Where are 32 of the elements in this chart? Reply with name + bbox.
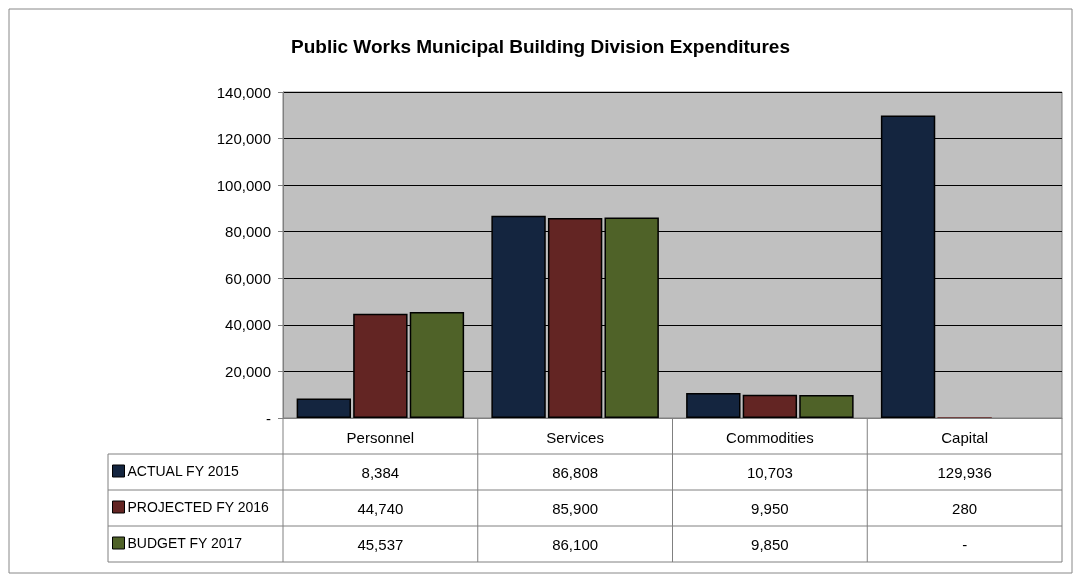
legend-label: PROJECTED FY 2016 xyxy=(127,499,270,515)
data-label: 8,384 xyxy=(361,463,400,481)
data-label: 129,936 xyxy=(937,463,992,481)
data-label: 85,900 xyxy=(552,499,599,517)
text: - xyxy=(962,535,968,553)
y-tick-label: 40,000 xyxy=(225,316,271,334)
data-label: 10,703 xyxy=(746,463,793,481)
x-tick-label: Capital xyxy=(941,429,988,446)
x-tick-label: Services xyxy=(546,429,604,446)
data-label: 45,537 xyxy=(357,535,404,553)
y-tick-label: 60,000 xyxy=(225,269,271,287)
data-label: 86,808 xyxy=(552,463,599,481)
y-tick-label: 100,000 xyxy=(216,176,271,194)
y-tick-label: 20,000 xyxy=(225,362,271,380)
x-tick-label: Commodities xyxy=(726,429,814,446)
y-tick-label: 120,000 xyxy=(216,130,271,148)
data-label: 44,740 xyxy=(357,499,404,517)
data-label: 9,950 xyxy=(751,499,789,517)
y-tick-label: 140,000 xyxy=(216,83,271,101)
legend-label: BUDGET FY 2017 xyxy=(127,535,243,551)
data-label: 9,850 xyxy=(751,535,789,553)
y-tick-label: 80,000 xyxy=(225,223,271,241)
legend-label: ACTUAL FY 2015 xyxy=(127,463,239,479)
data-label: 86,100 xyxy=(552,535,599,553)
bar xyxy=(686,393,741,418)
data-label: 280 xyxy=(952,499,978,517)
x-tick-label: Personnel xyxy=(346,429,415,446)
bar xyxy=(296,398,352,418)
bar xyxy=(742,394,798,418)
chart-title: Public Works Municipal Building Division Expenditures xyxy=(291,36,790,57)
y-tick-label: - xyxy=(266,409,271,427)
bar xyxy=(799,395,854,418)
